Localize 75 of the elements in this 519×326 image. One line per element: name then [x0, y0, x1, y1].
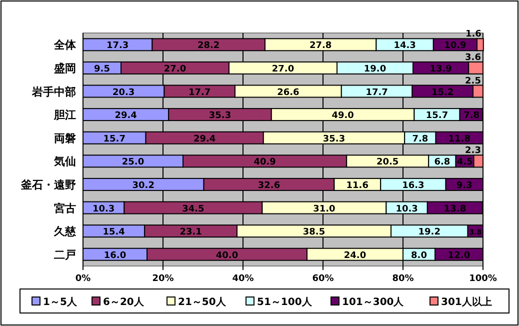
- data-label: 19.0: [364, 64, 386, 74]
- data-label: 35.3: [322, 134, 346, 144]
- legend-label: 301人以上: [441, 296, 492, 308]
- data-label: 20.5: [376, 158, 399, 168]
- y-tick-label: 両磐: [54, 132, 76, 145]
- data-label: 10.3: [396, 204, 418, 214]
- data-label: 40.9: [254, 158, 276, 168]
- annotation: 49.0: [332, 111, 354, 122]
- legend-label: 6～20人: [103, 296, 145, 308]
- legend-label: 1～5人: [43, 296, 78, 308]
- y-tick-label: 宮古: [54, 202, 76, 215]
- y-tick-label: 全体: [53, 38, 77, 52]
- data-label: 29.4: [193, 134, 216, 144]
- annotation: 29.4: [114, 111, 137, 122]
- data-label: 26.6: [277, 88, 300, 98]
- data-label: 40.0: [216, 250, 238, 261]
- data-label: 17.3: [106, 41, 129, 52]
- data-label: 9.3: [456, 180, 472, 191]
- y-tick-label: 二戸: [54, 248, 76, 262]
- data-label: 25.0: [122, 158, 144, 168]
- legend-label: 51～100人: [257, 296, 313, 308]
- data-label: 17.7: [366, 88, 388, 98]
- data-label: 17.7: [188, 88, 211, 98]
- data-label: 15.7: [103, 134, 126, 144]
- data-label: 27.8: [309, 41, 332, 52]
- data-label: 13.9: [430, 64, 452, 74]
- annotation: 7.8: [464, 111, 480, 122]
- x-tick-label: 80%: [392, 274, 414, 284]
- data-label: 3.6: [465, 52, 481, 63]
- data-label: 28.2: [197, 41, 220, 52]
- data-label: 38.5: [302, 228, 326, 238]
- data-label: 20.3: [112, 88, 135, 98]
- data-label: 34.5: [182, 204, 204, 214]
- x-tick-label: 100%: [469, 274, 497, 284]
- annotation: 35.3: [208, 111, 232, 122]
- data-label: 13.8: [444, 204, 466, 214]
- data-label: 31.0: [313, 204, 336, 214]
- data-label: 16.0: [104, 250, 126, 261]
- legend-label: 101～300人: [342, 296, 405, 308]
- y-tick-label: 盛岡: [53, 62, 76, 75]
- data-label: 27.0: [272, 64, 294, 74]
- data-label: 16.3: [402, 180, 424, 191]
- data-label: 30.2: [132, 180, 155, 191]
- data-label: 14.3: [394, 41, 416, 52]
- data-label: 10.9: [444, 41, 466, 52]
- data-label: 9.5: [94, 64, 110, 74]
- x-tick-label: 60%: [312, 274, 334, 284]
- x-tick-label: 40%: [232, 274, 254, 284]
- data-label: 11.8: [448, 134, 471, 144]
- data-label: 24.0: [344, 250, 366, 261]
- data-label: 27.0: [164, 64, 186, 74]
- data-label: 15.4: [102, 228, 125, 238]
- data-label: 2.3: [465, 146, 481, 156]
- x-tick-label: 0%: [75, 274, 91, 284]
- y-tick-label: 釜石・遠野: [20, 178, 76, 192]
- data-label: 32.6: [258, 180, 280, 191]
- data-label: 11.6: [346, 180, 369, 191]
- x-tick-label: 20%: [152, 274, 174, 284]
- data-label: 2.5: [465, 76, 481, 86]
- data-label: 15.2: [431, 88, 454, 98]
- y-tick-label: 胆江: [53, 108, 76, 122]
- y-tick-label: 久慈: [53, 225, 77, 238]
- data-label: 7.8: [412, 134, 428, 144]
- data-label: 10.3: [92, 204, 115, 214]
- y-tick-label: 岩手中部: [31, 85, 76, 98]
- data-label: 12.0: [448, 250, 470, 261]
- data-label: 19.2: [418, 228, 441, 238]
- data-label: 23.1: [180, 228, 202, 238]
- y-tick-label: 気仙: [53, 155, 76, 168]
- data-label: 8.0: [411, 250, 427, 261]
- data-label: 4.5: [456, 158, 473, 168]
- data-label: 1.6: [465, 30, 482, 40]
- annotation: 15.7: [426, 111, 448, 122]
- legend-label: 21～50人: [178, 296, 227, 308]
- data-label: 6.8: [434, 158, 450, 168]
